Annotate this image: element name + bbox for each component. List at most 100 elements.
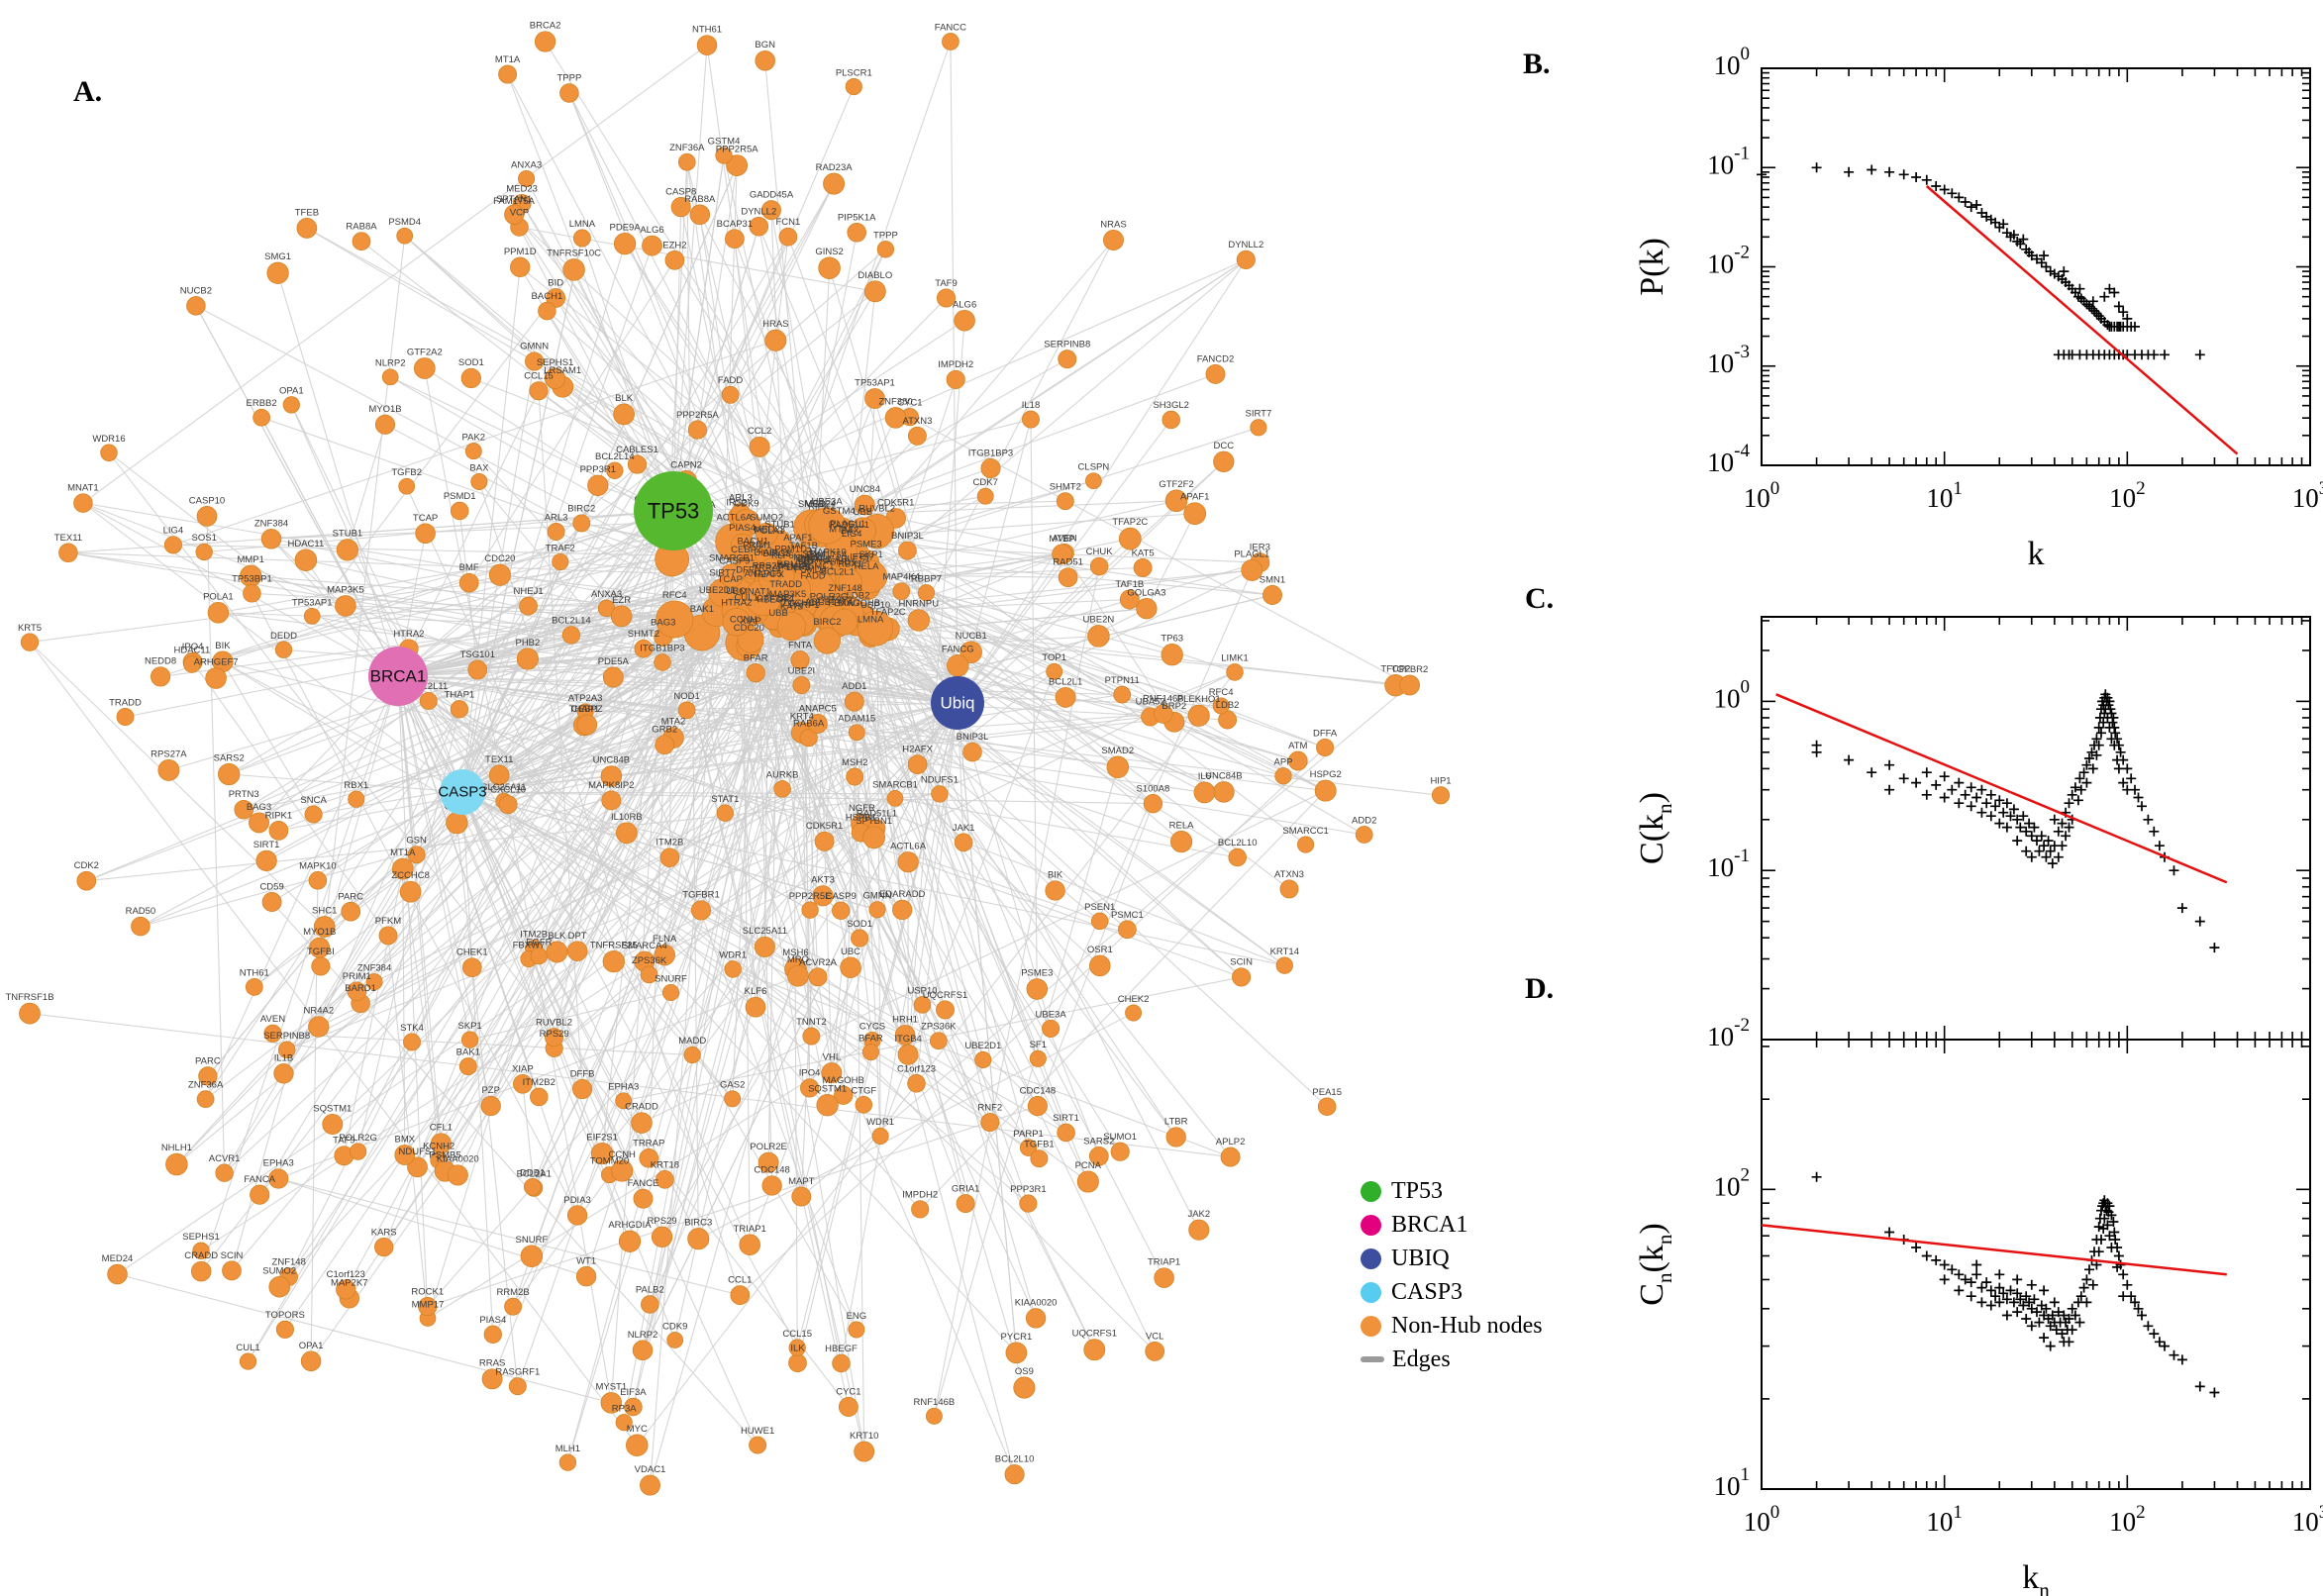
svg-text:SIRT7: SIRT7	[709, 568, 736, 579]
svg-text:DYNLL2: DYNLL2	[1228, 240, 1263, 250]
y-axis-title: P(k)	[1634, 238, 1670, 296]
legend-item-ubiq: UBIQ	[1361, 1242, 1543, 1275]
svg-text:XIAP: XIAP	[740, 616, 761, 627]
svg-text:RIPK1: RIPK1	[808, 502, 835, 513]
panel-d-label: D.	[1525, 972, 1555, 1005]
tick-label: 10-2	[1707, 243, 1750, 279]
svg-text:MYST1: MYST1	[595, 1382, 627, 1393]
svg-text:TRIAP1: TRIAP1	[1148, 1257, 1180, 1268]
svg-text:PALB2: PALB2	[636, 1285, 664, 1296]
svg-text:MRO: MRO	[787, 954, 809, 965]
svg-text:DIABLO: DIABLO	[754, 548, 788, 558]
network-legend: TP53 BRCA1 UBIQ CASP3 Non-Hub nodes Edges	[1355, 1170, 1549, 1380]
svg-text:MTA2: MTA2	[661, 717, 686, 728]
svg-text:CHUK: CHUK	[795, 552, 823, 563]
tick-label: 10-1	[1707, 144, 1750, 180]
svg-text:C1orf123: C1orf123	[327, 1269, 365, 1280]
svg-text:TAF1B: TAF1B	[1115, 579, 1144, 590]
svg-text:ANXA3: ANXA3	[591, 589, 622, 600]
svg-text:RAD51: RAD51	[1053, 557, 1083, 568]
svg-text:SIRT7: SIRT7	[1246, 409, 1272, 420]
plot-panel-C: 100 10-1 10-2 C(kn)	[1634, 616, 2311, 1051]
svg-text:MAPK8IP2: MAPK8IP2	[588, 780, 634, 791]
svg-text:CHEK2: CHEK2	[1118, 994, 1150, 1005]
svg-text:VCP: VCP	[510, 208, 530, 219]
svg-text:GTF2A2: GTF2A2	[407, 347, 443, 357]
svg-text:TFCP2: TFCP2	[1380, 663, 1410, 674]
svg-text:APAF1: APAF1	[1180, 492, 1209, 503]
svg-text:ACVR2A: ACVR2A	[799, 957, 838, 968]
svg-text:NUCB1: NUCB1	[956, 631, 987, 642]
svg-text:BID: BID	[798, 556, 814, 567]
scatter-plots: 10010110210310010-110-210-310-4P(k)k1001…	[1634, 44, 2323, 1596]
plot-panel-D: 100101102103102101Cn(kn)kn	[1634, 1039, 2323, 1596]
svg-text:PSMC1: PSMC1	[1111, 910, 1144, 921]
svg-text:BRP2: BRP2	[1162, 701, 1186, 712]
svg-text:PIAS4: PIAS4	[479, 1315, 506, 1326]
svg-text:ATXN3: ATXN3	[1274, 869, 1304, 880]
svg-text:MMP1: MMP1	[237, 554, 263, 565]
svg-text:HRAS: HRAS	[762, 319, 788, 330]
svg-text:BIRC2: BIRC2	[813, 617, 841, 628]
svg-text:CHEK1: CHEK1	[456, 948, 488, 958]
svg-text:ATP2A3: ATP2A3	[568, 693, 603, 704]
svg-text:FBXW7: FBXW7	[513, 940, 546, 950]
svg-text:RNF146B: RNF146B	[1143, 694, 1184, 705]
svg-text:ACTL6A: ACTL6A	[890, 842, 927, 852]
svg-text:EIF3A: EIF3A	[620, 1387, 647, 1398]
network-node-labels: MAGOHB TAF9 ARL3 TPPP IPO4 ALG6 RNF146B TP53AP1…	[5, 21, 1451, 1475]
svg-text:NDUFS1: NDUFS1	[921, 775, 959, 786]
svg-text:RBX1: RBX1	[344, 780, 368, 791]
svg-text:CDK5R1: CDK5R1	[806, 821, 844, 832]
svg-text:BNIP3L: BNIP3L	[957, 732, 989, 743]
tick-label: 10-2	[1707, 1015, 1750, 1051]
svg-text:BAK1: BAK1	[456, 1047, 480, 1058]
svg-text:UBE2D1: UBE2D1	[964, 1041, 1001, 1051]
svg-text:RFC4: RFC4	[662, 590, 687, 601]
svg-text:SKP1: SKP1	[858, 549, 882, 560]
svg-text:LDB2: LDB2	[847, 591, 870, 602]
svg-text:PDE9A: PDE9A	[610, 222, 642, 233]
svg-text:NDUFS1: NDUFS1	[398, 1147, 436, 1157]
svg-text:TGFBI: TGFBI	[307, 947, 335, 957]
svg-text:CHUK: CHUK	[1086, 547, 1114, 557]
svg-text:SCIN: SCIN	[221, 1250, 244, 1261]
svg-text:TFAP2C: TFAP2C	[870, 607, 906, 618]
svg-text:BCL2L14: BCL2L14	[595, 451, 635, 462]
svg-text:PSMB5: PSMB5	[777, 561, 809, 572]
svg-text:PARC: PARC	[195, 1056, 221, 1067]
svg-text:ARL3: ARL3	[545, 512, 568, 523]
svg-text:RUVBL2: RUVBL2	[858, 503, 895, 514]
tick-label: 100	[1714, 677, 1751, 714]
svg-text:UBC: UBC	[726, 586, 746, 597]
svg-text:MYO1B: MYO1B	[303, 927, 336, 938]
svg-text:BMF: BMF	[459, 562, 479, 573]
svg-text:PSMD4: PSMD4	[794, 564, 827, 575]
edge-swatch-icon	[1361, 1356, 1384, 1362]
svg-text:POLR2G: POLR2G	[339, 1133, 377, 1144]
svg-text:HUWE1: HUWE1	[741, 1426, 774, 1437]
svg-text:MAGOHB: MAGOHB	[823, 1075, 864, 1086]
hub-label-brca1: BRCA1	[370, 667, 427, 686]
svg-text:OPA1: OPA1	[279, 386, 304, 397]
svg-text:BAK1: BAK1	[690, 604, 714, 615]
svg-text:FANCC: FANCC	[935, 23, 966, 34]
svg-text:TRRAP: TRRAP	[753, 563, 784, 574]
svg-text:STAT1: STAT1	[711, 794, 739, 805]
svg-text:RELA: RELA	[1169, 820, 1194, 831]
plot-panel-B: 100 101 102 103 100 10-1 10-2 10-3 10-4 P(k) k	[1634, 44, 2323, 572]
svg-text:KLF6: KLF6	[771, 550, 794, 561]
svg-text:IRS2: IRS2	[726, 497, 747, 508]
svg-text:CDK9: CDK9	[662, 1321, 687, 1332]
svg-text:GSN: GSN	[406, 836, 427, 847]
hub-label-ubiq: Ubiq	[941, 694, 975, 713]
svg-text:FNTA: FNTA	[788, 641, 813, 651]
svg-text:MAPT: MAPT	[788, 1176, 815, 1187]
svg-text:CLSPN: CLSPN	[1078, 462, 1110, 473]
svg-text:BCL2L14: BCL2L14	[552, 616, 591, 627]
node-swatch-icon	[1361, 1180, 1381, 1202]
svg-text:ROCK1: ROCK1	[411, 1286, 444, 1297]
svg-text:SPTBN1: SPTBN1	[856, 816, 892, 827]
svg-text:SUMO2: SUMO2	[262, 1265, 296, 1276]
svg-text:ITGB4: ITGB4	[894, 1034, 921, 1045]
